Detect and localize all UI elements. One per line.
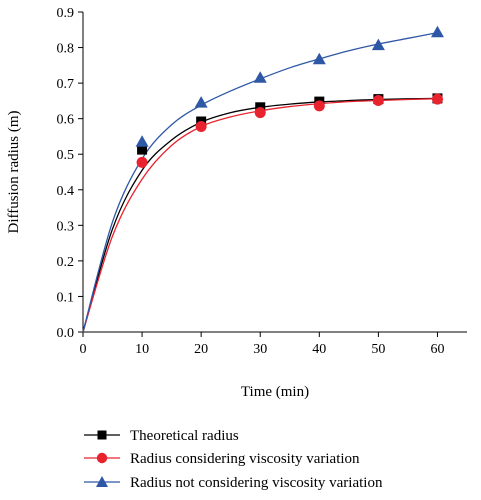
circle-marker [372,95,384,107]
y-tick-label: 0.4 [57,184,75,199]
x-tick-label: 60 [430,342,444,357]
x-tick-label: 40 [312,342,326,357]
x-axis-title: Time (min) [241,384,309,400]
legend-square-icon [97,430,107,440]
x-tick-label: 0 [80,342,87,357]
legend-label-not-considering: Radius not considering viscosity variati… [130,475,383,491]
legend-triangle-icon [96,476,108,487]
triangle-marker [253,71,267,83]
y-tick-label: 0.0 [57,326,75,341]
y-tick-label: 0.6 [57,113,75,128]
y-tick-label: 0.9 [57,6,75,21]
legend: Theoretical radius Radius considering vi… [84,428,383,491]
legend-item-theoretical: Theoretical radius [84,428,239,444]
x-tick-label: 20 [194,342,208,357]
series-line-1 [82,97,438,333]
circle-marker [195,120,207,132]
y-tick-label: 0.2 [57,255,75,270]
series-markers [135,25,444,168]
series-line-2 [82,98,438,333]
triangle-marker [135,135,149,147]
legend-circle-icon [96,452,108,464]
triangle-marker [430,25,444,38]
y-tick-label: 0.5 [57,148,75,163]
y-tick-label: 0.7 [57,77,75,92]
x-tick-label: 50 [371,342,385,357]
circle-marker [313,100,325,112]
x-tick-label: 10 [135,342,149,357]
triangle-marker [312,52,326,65]
square-marker [137,144,148,155]
x-ticks: 0 10 20 30 40 50 60 [80,332,444,357]
legend-item-considering: Radius considering viscosity variation [84,451,360,467]
x-tick-label: 30 [253,342,267,357]
circle-marker [431,93,443,105]
y-tick-label: 0.8 [57,42,75,57]
legend-label-considering: Radius considering viscosity variation [130,451,360,467]
y-axis-title: Diffusion radius (m) [6,110,22,233]
legend-item-not-considering: Radius not considering viscosity variati… [84,475,383,491]
y-tick-label: 0.1 [57,290,75,305]
triangle-marker [194,96,208,108]
circle-marker [136,156,148,168]
plot-area: 0 10 20 30 40 50 60 0.00.10.20.30.40.50.60.70.… [57,6,467,357]
y-tick-label: 0.3 [57,219,75,234]
legend-label-theoretical: Theoretical radius [130,428,239,444]
triangle-marker [371,38,385,51]
circle-marker [254,107,266,119]
y-ticks: 0.0 0.1 0.2 0.3 0.4 0.5 0.6 0.7 0.8 0.9 [57,6,83,341]
